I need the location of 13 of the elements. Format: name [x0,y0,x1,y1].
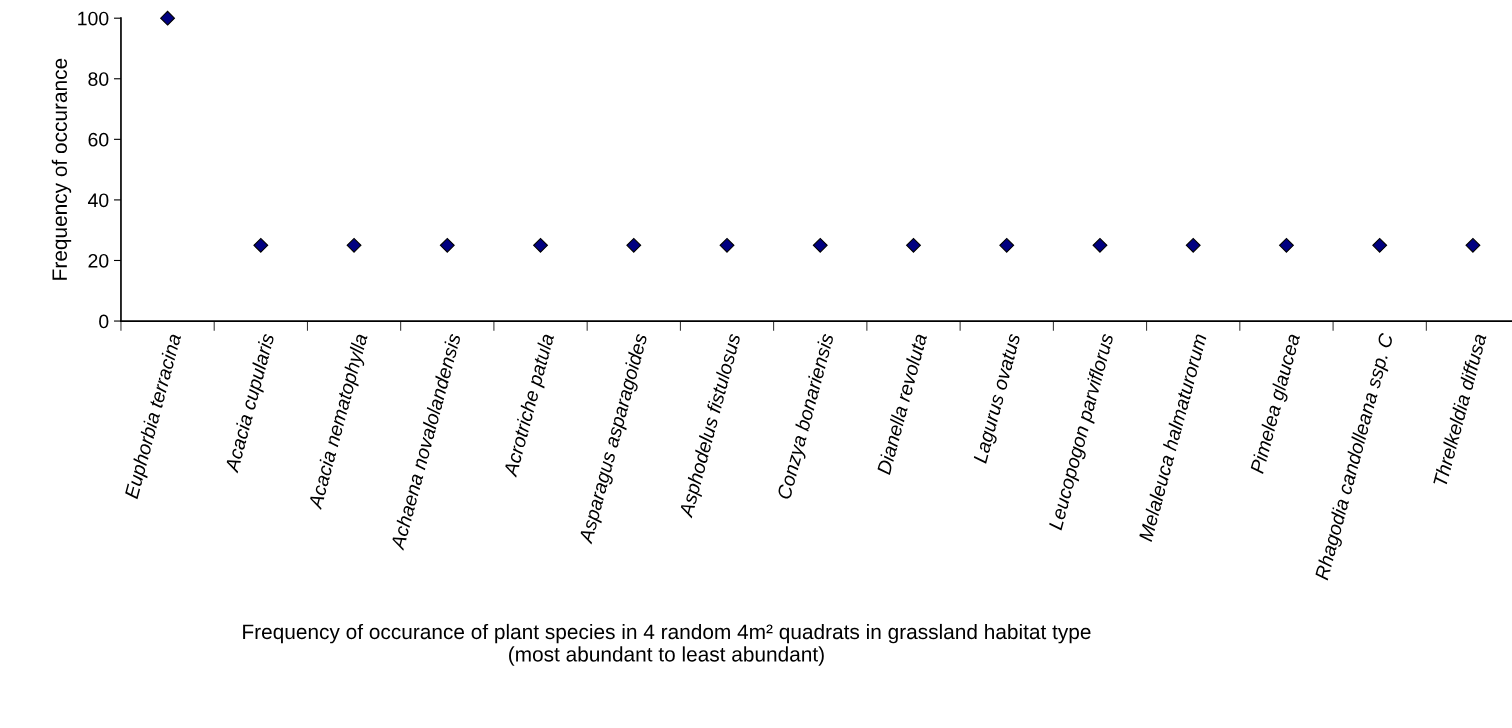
y-tick-label: 100 [78,11,109,26]
x-tick-label: Pimelea glaucea [1249,332,1304,476]
x-tick-label: Lagurus ovatus [973,332,1025,465]
y-tick-label: 0 [99,314,109,329]
y-tick-label: 80 [88,72,109,87]
y-tick-label: 20 [88,253,109,268]
y-tick-label: 60 [88,132,109,147]
x-tick-label: Dianella revoluta [876,332,928,476]
x-axis-title: Frequency of occurance of plant species in 4 random 4m² quadrats in grassland habitat type (most abundant to least abundant) [243,623,1091,666]
y-tick-label: 40 [87,193,109,208]
x-tick-label: Acrotriche patula [502,332,558,479]
x-tick-label: Acacia cupularis [223,332,279,475]
y-axis-title: Frequency of occurance [51,58,72,280]
